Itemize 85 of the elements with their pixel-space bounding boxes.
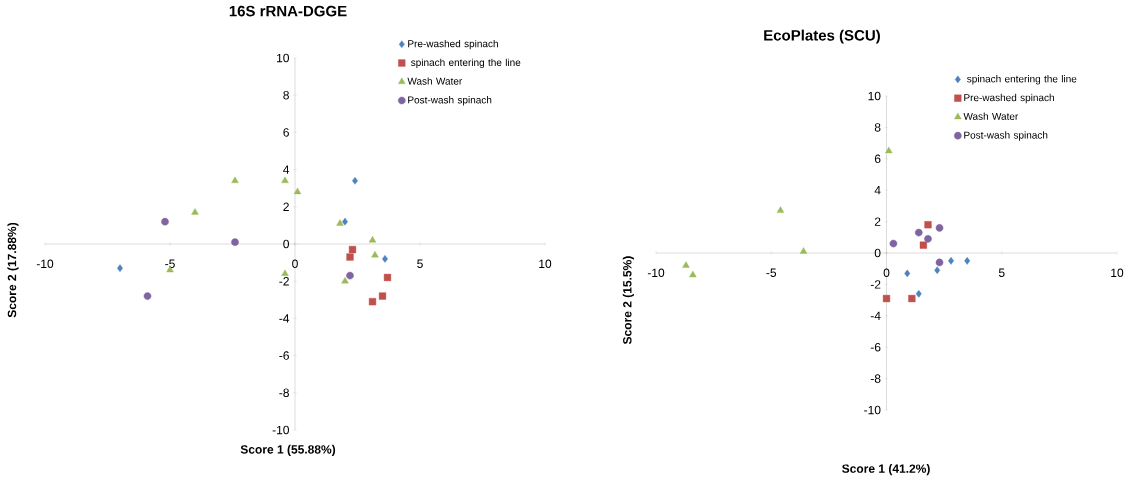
legend-label: Pre-washed spinach <box>964 93 1054 104</box>
point <box>935 258 944 267</box>
y-tick-label: 0 <box>283 239 290 249</box>
x-tick-label: 10 <box>539 259 552 269</box>
point <box>964 257 971 265</box>
x-tick-label: -5 <box>165 259 175 268</box>
point <box>885 146 893 154</box>
legend-label: spinach entering the line <box>411 58 521 68</box>
chart-title: EcoPlates (SCU) <box>764 29 880 44</box>
point <box>368 236 377 243</box>
legend-label: Wash Water <box>963 112 1019 120</box>
point <box>383 273 392 282</box>
y-tick-label: 0 <box>874 248 881 258</box>
point <box>117 264 123 272</box>
point <box>371 250 379 258</box>
point <box>341 277 349 284</box>
y-tick-label: 6 <box>283 128 289 137</box>
point <box>908 294 916 303</box>
point <box>924 235 932 243</box>
y-tick-label: 6 <box>874 154 881 164</box>
point <box>293 187 302 195</box>
y-tick-label: 2 <box>283 202 289 211</box>
point <box>682 261 690 268</box>
point <box>948 257 954 265</box>
y-tick-label: -4 <box>870 311 881 320</box>
x-tick-label: 5 <box>998 268 1005 277</box>
y-tick-label: -10 <box>272 425 289 435</box>
point <box>934 266 941 275</box>
point <box>368 298 377 306</box>
point <box>915 290 922 298</box>
y-tick-label: 8 <box>283 90 289 100</box>
x-tick-label: -10 <box>36 259 54 269</box>
point <box>924 221 932 229</box>
y-tick-label: 4 <box>874 186 881 195</box>
x-tick-label: 0 <box>292 259 298 269</box>
y-tick-label: -2 <box>279 277 289 286</box>
point <box>348 245 357 254</box>
y-tick-label: -6 <box>870 342 881 352</box>
y-tick-label: 8 <box>874 123 881 132</box>
y-axis-title: Score 2 (15.5%) <box>622 256 634 345</box>
x-tick-label: -10 <box>647 268 665 278</box>
point <box>889 239 898 248</box>
x-tick-label: 0 <box>883 268 890 278</box>
y-tick-label: -10 <box>864 405 881 415</box>
y-tick-label: -6 <box>279 351 289 360</box>
point <box>336 219 344 226</box>
y-tick-label: -4 <box>279 314 290 323</box>
y-tick-label: 10 <box>277 53 289 63</box>
point <box>346 271 354 280</box>
y-tick-label: 2 <box>874 217 881 226</box>
x-axis-title: Score 1 (55.88%) <box>240 444 336 457</box>
point <box>143 292 152 300</box>
y-axis-title: Score 2 (17.88%) <box>7 222 19 318</box>
point <box>689 270 697 278</box>
y-tick-label: -8 <box>870 374 881 383</box>
x-axis-title: Score 1 (41.2%) <box>842 464 930 476</box>
point <box>281 269 289 276</box>
chart-title: 16S rRNA-DGGE <box>229 5 347 17</box>
y-tick-label: -8 <box>279 388 289 398</box>
y-tick-label: -2 <box>870 280 881 289</box>
legend-label: Pre-washed spinach <box>408 39 498 50</box>
point <box>914 228 923 237</box>
x-tick-label: 10 <box>1111 268 1124 278</box>
legend-label: spinach entering the line <box>967 75 1077 85</box>
point <box>346 253 354 261</box>
point <box>799 247 808 254</box>
x-tick-label: 5 <box>417 259 423 268</box>
x-tick-label: -5 <box>766 268 777 277</box>
point <box>882 294 891 303</box>
legend-label: Post-wash spinach <box>964 131 1048 141</box>
point <box>378 292 387 300</box>
point <box>281 176 289 183</box>
point <box>382 255 388 263</box>
point <box>776 206 785 213</box>
legend-label: Wash Water <box>407 77 463 85</box>
point <box>191 208 199 215</box>
y-tick-label: 10 <box>868 91 881 101</box>
point <box>161 217 169 226</box>
point <box>231 176 239 183</box>
point <box>231 238 239 246</box>
point <box>935 224 944 232</box>
legend-label: Post-wash spinach <box>408 96 492 106</box>
point <box>919 241 927 249</box>
y-tick-label: 4 <box>283 165 290 174</box>
point <box>904 269 911 278</box>
